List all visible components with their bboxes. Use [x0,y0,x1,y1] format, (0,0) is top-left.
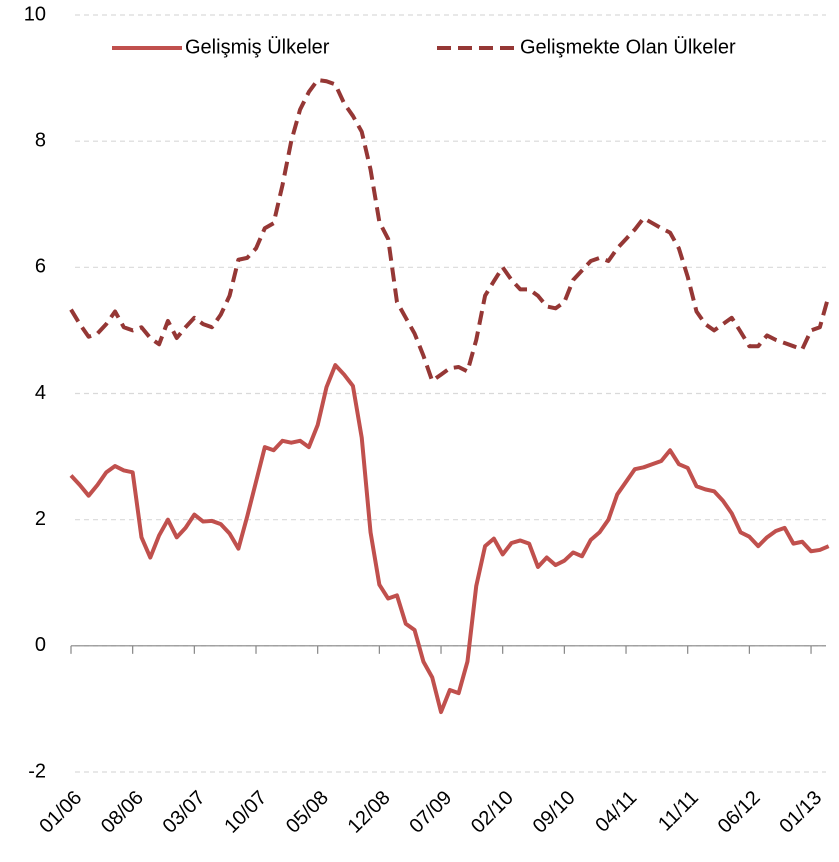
x-tick-label: 01/06 [35,787,86,838]
x-tick-label: 07/09 [405,787,456,838]
x-tick-label: 09/10 [529,787,580,838]
x-tick-label: 01/13 [775,787,826,838]
x-tick-label: 11/11 [654,787,703,836]
x-tick-label: 04/11 [591,787,641,837]
x-tick-label: 06/12 [714,787,765,838]
series-line [69,77,831,383]
series-line [69,363,830,715]
y-tick-label: 2 [35,508,46,530]
x-tick-label: 03/07 [159,787,210,838]
x-tick-label: 05/08 [282,787,333,838]
x-tick-label: 02/10 [467,787,518,838]
y-tick-label: -2 [28,760,46,782]
y-tick-label: 6 [35,256,46,278]
y-tick-label: 4 [35,382,46,404]
legend-label: Gelişmiş Ülkeler [185,36,330,58]
x-tick-label: 12/08 [344,787,395,838]
legend-label: Gelişmekte Olan Ülkeler [520,36,736,58]
y-tick-label: 0 [35,634,46,656]
x-tick-label: 08/06 [97,787,148,838]
x-tick-label: 10/07 [220,787,271,838]
y-tick-label: 10 [24,3,46,25]
y-tick-label: 8 [35,129,46,151]
